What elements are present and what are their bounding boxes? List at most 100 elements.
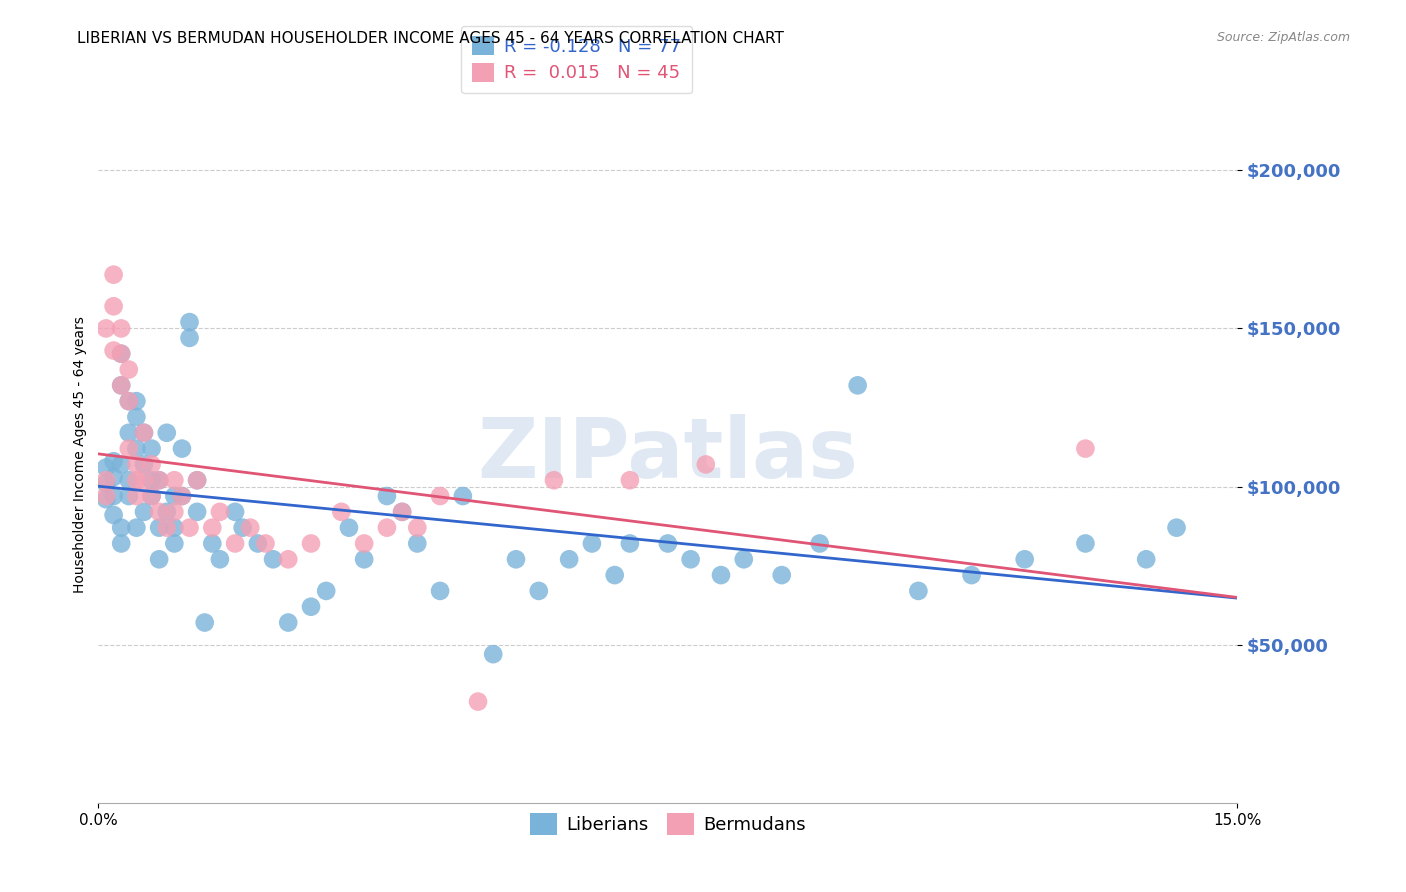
Point [170, 489, 193, 503]
Point [657, 536, 679, 550]
Point [156, 521, 179, 535]
Point [132, 458, 155, 472]
Point [163, 536, 186, 550]
Point [94, 473, 117, 487]
Point [581, 536, 603, 550]
Point [94, 476, 117, 491]
Point [148, 473, 170, 487]
Point [148, 521, 170, 535]
Point [118, 394, 141, 409]
Point [141, 442, 163, 456]
Point [186, 473, 208, 487]
Point [299, 599, 322, 614]
Point [110, 321, 132, 335]
Point [156, 505, 179, 519]
Point [451, 489, 474, 503]
Point [110, 347, 132, 361]
Point [232, 521, 254, 535]
Point [467, 695, 489, 709]
Point [132, 425, 155, 440]
Point [299, 536, 322, 550]
Point [110, 347, 132, 361]
Point [1166, 521, 1188, 535]
Point [118, 442, 141, 456]
Point [148, 552, 170, 566]
Point [429, 489, 451, 503]
Point [148, 505, 170, 519]
Point [125, 394, 148, 409]
Point [141, 458, 163, 472]
Point [603, 568, 626, 582]
Point [110, 536, 132, 550]
Point [163, 505, 186, 519]
Point [110, 521, 132, 535]
Point [118, 425, 141, 440]
Point [125, 409, 148, 424]
Point [482, 647, 505, 661]
Point [375, 521, 398, 535]
Point [194, 615, 217, 630]
Point [391, 505, 413, 519]
Point [846, 378, 869, 392]
Point [103, 454, 125, 468]
Point [179, 315, 201, 329]
Point [277, 615, 299, 630]
Point [733, 552, 755, 566]
Point [246, 536, 269, 550]
Point [118, 362, 141, 376]
Point [330, 505, 353, 519]
Point [103, 299, 125, 313]
Point [110, 378, 132, 392]
Point [375, 489, 398, 503]
Point [110, 458, 132, 472]
Point [679, 552, 702, 566]
Point [1074, 442, 1097, 456]
Point [429, 583, 451, 598]
Point [125, 489, 148, 503]
Point [118, 394, 141, 409]
Point [118, 489, 141, 503]
Point [148, 473, 170, 487]
Point [125, 521, 148, 535]
Point [710, 568, 733, 582]
Point [907, 583, 929, 598]
Point [619, 536, 641, 550]
Point [170, 489, 193, 503]
Point [543, 473, 565, 487]
Point [201, 521, 224, 535]
Point [103, 343, 125, 358]
Point [201, 536, 224, 550]
Point [1014, 552, 1036, 566]
Point [141, 473, 163, 487]
Point [254, 536, 277, 550]
Point [277, 552, 299, 566]
Point [132, 505, 155, 519]
Point [163, 521, 186, 535]
Point [353, 536, 375, 550]
Y-axis label: Householder Income Ages 45 - 64 years: Householder Income Ages 45 - 64 years [73, 317, 87, 593]
Point [132, 473, 155, 487]
Point [315, 583, 337, 598]
Point [808, 536, 831, 550]
Point [337, 521, 360, 535]
Point [208, 505, 231, 519]
Point [103, 268, 125, 282]
Point [170, 442, 193, 456]
Legend: Liberians, Bermudans: Liberians, Bermudans [523, 806, 813, 842]
Point [94, 492, 117, 507]
Point [208, 552, 231, 566]
Point [103, 489, 125, 503]
Point [110, 378, 132, 392]
Point [125, 458, 148, 472]
Text: LIBERIAN VS BERMUDAN HOUSEHOLDER INCOME AGES 45 - 64 YEARS CORRELATION CHART: LIBERIAN VS BERMUDAN HOUSEHOLDER INCOME … [77, 31, 785, 46]
Text: Source: ZipAtlas.com: Source: ZipAtlas.com [1216, 31, 1350, 45]
Point [224, 536, 246, 550]
Point [125, 473, 148, 487]
Point [94, 489, 117, 503]
Point [505, 552, 527, 566]
Point [406, 536, 429, 550]
Point [103, 470, 125, 484]
Point [406, 521, 429, 535]
Point [94, 460, 117, 475]
Point [224, 505, 246, 519]
